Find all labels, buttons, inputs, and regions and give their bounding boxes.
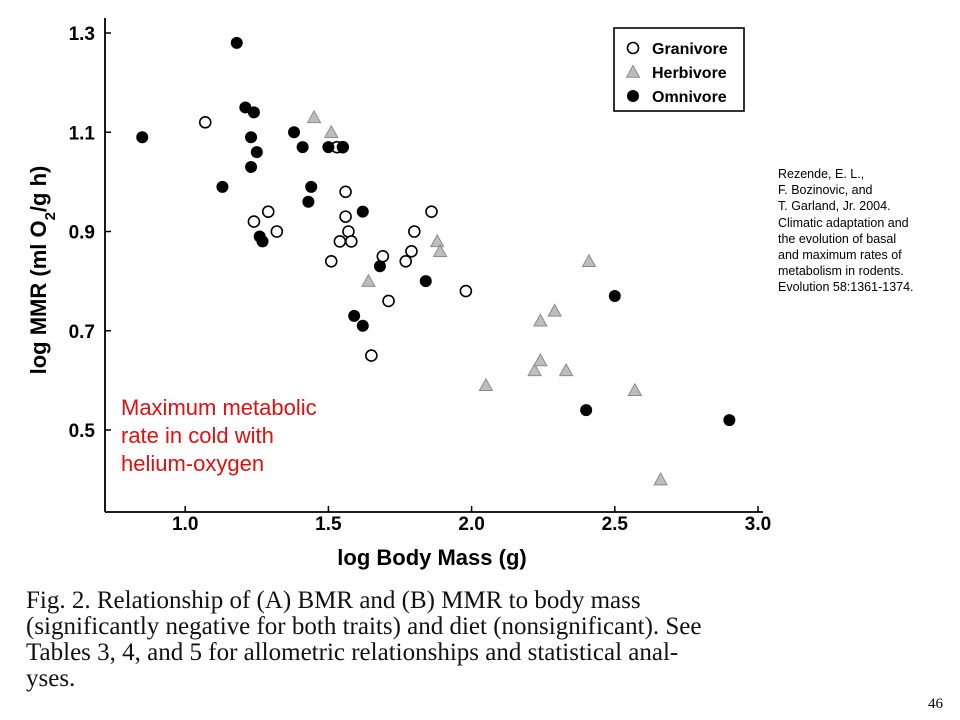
omnivore-point (296, 141, 309, 154)
omnivore-point (136, 131, 149, 144)
annotation: Maximum metabolic rate in cold with heli… (121, 395, 317, 476)
herbivore-point (627, 382, 643, 396)
legend-marker-granivore (626, 41, 640, 55)
herbivore-point (527, 362, 542, 377)
legend-label-herbivore: Herbivore (652, 65, 727, 82)
omnivore-point (373, 260, 386, 273)
omnivore-point (250, 146, 263, 159)
granivore-point (247, 215, 261, 228)
y-ticks: 0.5 0.7 0.9 1.1 1.3 (69, 24, 111, 442)
granivore-point (339, 210, 352, 223)
omnivore-point (256, 235, 269, 248)
herbivore-point (653, 472, 668, 486)
x-tick-label: 2.0 (458, 514, 484, 535)
herbivore-point (558, 362, 574, 377)
herbivore-point (547, 303, 563, 317)
granivore-point (425, 205, 438, 218)
omnivore-point (302, 195, 315, 208)
omnivore-point (230, 36, 243, 49)
figure-caption: Fig. 2. Relationship of (A) BMR and (B) … (26, 587, 702, 692)
x-ticks: 1.0 1.5 2.0 2.5 3.0 (172, 506, 771, 535)
omnivore-point (247, 106, 260, 119)
x-tick-label: 2.5 (602, 514, 629, 535)
granivore-point (382, 294, 395, 308)
x-axis-label: log Body Mass (g) (337, 545, 526, 570)
legend: Granivore Herbivore Omnivore (613, 27, 745, 112)
x-tick-label: 3.0 (745, 514, 771, 535)
omnivore-point (245, 131, 258, 144)
x-tick-label: 1.5 (315, 514, 342, 535)
y-tick-label: 0.7 (69, 322, 95, 343)
omnivore-point (288, 126, 301, 139)
granivore-point (345, 235, 358, 248)
granivore-point (261, 205, 275, 218)
granivore-point (399, 254, 413, 268)
omnivore-point (216, 180, 229, 193)
y-tick-label: 1.3 (69, 24, 95, 45)
y-tick-label: 0.9 (69, 223, 95, 244)
omnivore-point (723, 414, 736, 427)
herbivore-point (532, 313, 548, 327)
granivore-point (339, 185, 352, 199)
y-tick-label: 1.1 (69, 123, 96, 144)
herbivore-point (306, 109, 322, 124)
herbivore-point (432, 243, 448, 258)
granivore-point (459, 284, 473, 298)
granivore-point (198, 116, 212, 129)
herbivore-point (478, 377, 494, 392)
granivore-point (333, 235, 347, 248)
omnivore-point (608, 290, 621, 303)
granivore-point (324, 254, 338, 268)
herbivore-point (361, 273, 376, 287)
granivore-point (408, 225, 421, 238)
granivore-point (270, 225, 284, 238)
herbivore-point (532, 352, 548, 367)
omnivore-point (322, 141, 335, 154)
herbivore-point (429, 233, 445, 248)
omnivore-point (305, 180, 318, 193)
omnivore-point (419, 275, 432, 288)
herbivore-point (581, 253, 597, 267)
legend-label-omnivore: Omnivore (652, 89, 727, 106)
omnivore-point (580, 404, 593, 417)
granivore-point (376, 250, 390, 263)
herbivore-point (323, 124, 339, 138)
data-points (136, 36, 736, 486)
omnivore-point (245, 160, 258, 173)
y-axis-label: log MMR (ml O2/g h) (26, 166, 59, 375)
omnivore-point (356, 205, 369, 218)
citation: Rezende, E. L., F. Bozinovic, and T. Gar… (778, 167, 914, 295)
omnivore-point (336, 141, 349, 154)
page-number: 46 (928, 696, 943, 712)
legend-label-granivore: Granivore (652, 41, 728, 58)
granivore-point (365, 349, 378, 362)
x-tick-label: 1.0 (172, 514, 198, 535)
legend-marker-herbivore (625, 64, 641, 78)
omnivore-point (356, 319, 369, 332)
omnivore-point (348, 309, 361, 322)
y-tick-label: 0.5 (69, 421, 96, 442)
legend-marker-omnivore (627, 90, 639, 102)
granivore-point (405, 245, 418, 258)
